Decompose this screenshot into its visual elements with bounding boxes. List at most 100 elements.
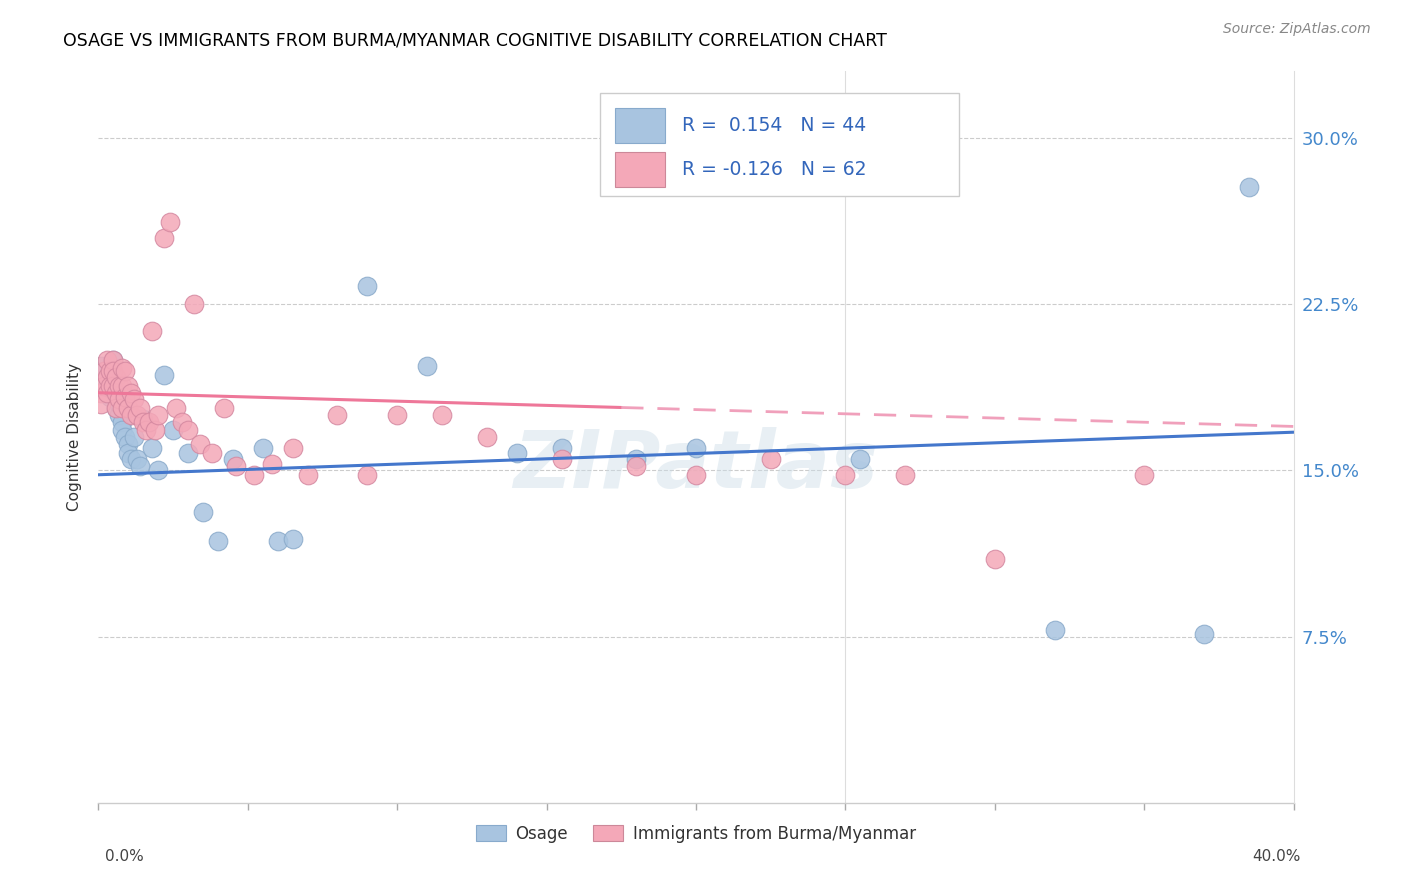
Point bbox=[183, 297, 205, 311]
Bar bbox=[614, 108, 665, 143]
Point bbox=[172, 415, 194, 429]
Point bbox=[111, 379, 134, 393]
Point bbox=[114, 363, 136, 377]
Point bbox=[141, 324, 163, 338]
Point bbox=[222, 452, 245, 467]
Point bbox=[243, 467, 266, 482]
Point bbox=[201, 445, 224, 459]
Point bbox=[103, 379, 125, 393]
Point bbox=[135, 424, 157, 438]
Point bbox=[1237, 179, 1260, 194]
Point bbox=[191, 505, 214, 519]
Point bbox=[138, 415, 160, 429]
Point bbox=[159, 215, 181, 229]
Point bbox=[506, 445, 529, 459]
Text: R = -0.126   N = 62: R = -0.126 N = 62 bbox=[682, 160, 866, 179]
Point bbox=[103, 352, 125, 367]
Point bbox=[111, 401, 134, 416]
Point bbox=[148, 463, 170, 477]
Point bbox=[165, 401, 187, 416]
Point bbox=[153, 230, 176, 244]
Point bbox=[117, 445, 139, 459]
Point bbox=[96, 379, 118, 393]
Point bbox=[105, 401, 128, 416]
Point bbox=[148, 408, 170, 422]
Point bbox=[252, 441, 274, 455]
Point bbox=[127, 452, 149, 467]
Point bbox=[225, 458, 247, 473]
Point bbox=[141, 441, 163, 455]
Point bbox=[90, 385, 112, 400]
Point bbox=[281, 532, 304, 546]
Point bbox=[162, 424, 184, 438]
Point bbox=[98, 379, 122, 393]
Point bbox=[105, 370, 128, 384]
Point bbox=[326, 408, 349, 422]
Point bbox=[103, 370, 125, 384]
Point bbox=[114, 390, 136, 404]
Point bbox=[849, 452, 872, 467]
Point bbox=[93, 363, 115, 377]
Point bbox=[281, 441, 304, 455]
Point bbox=[685, 441, 707, 455]
Point bbox=[114, 430, 136, 444]
Point bbox=[430, 408, 453, 422]
Point bbox=[260, 457, 283, 471]
Point bbox=[120, 408, 142, 422]
Point bbox=[188, 436, 211, 450]
Point bbox=[550, 441, 572, 455]
Point bbox=[108, 408, 131, 422]
Point bbox=[117, 436, 139, 450]
Point bbox=[120, 452, 142, 467]
Point bbox=[894, 467, 917, 482]
Point bbox=[117, 401, 139, 416]
Point bbox=[111, 424, 134, 438]
Point bbox=[93, 363, 115, 377]
Point bbox=[626, 458, 648, 473]
Point bbox=[108, 392, 131, 407]
Point bbox=[105, 385, 128, 400]
Point bbox=[212, 401, 235, 416]
Text: ZIPatlas: ZIPatlas bbox=[513, 427, 879, 506]
FancyBboxPatch shape bbox=[600, 94, 959, 195]
Point bbox=[834, 467, 856, 482]
Text: R =  0.154   N = 44: R = 0.154 N = 44 bbox=[682, 116, 866, 135]
Point bbox=[103, 352, 125, 367]
Point bbox=[1192, 627, 1215, 641]
Point bbox=[759, 452, 782, 467]
Point bbox=[356, 467, 378, 482]
Point bbox=[626, 452, 648, 467]
Point bbox=[103, 385, 125, 400]
Point bbox=[475, 430, 498, 444]
Point bbox=[111, 415, 134, 429]
Point bbox=[177, 424, 200, 438]
Point bbox=[90, 397, 112, 411]
Point bbox=[111, 361, 134, 376]
Point bbox=[96, 352, 118, 367]
Point bbox=[124, 430, 146, 444]
Point bbox=[117, 379, 139, 393]
Point bbox=[416, 359, 439, 373]
Point bbox=[96, 370, 118, 384]
Point bbox=[93, 379, 115, 393]
Point bbox=[124, 392, 146, 407]
Point bbox=[550, 452, 572, 467]
Point bbox=[108, 397, 131, 411]
Point bbox=[984, 552, 1007, 566]
Point bbox=[96, 385, 118, 400]
Point bbox=[177, 445, 200, 459]
Bar bbox=[614, 152, 665, 187]
Point bbox=[1133, 467, 1156, 482]
Point bbox=[132, 412, 155, 426]
Point bbox=[297, 467, 319, 482]
Point bbox=[98, 363, 122, 377]
Legend: Osage, Immigrants from Burma/Myanmar: Osage, Immigrants from Burma/Myanmar bbox=[470, 818, 922, 849]
Point bbox=[129, 401, 152, 416]
Point bbox=[98, 390, 122, 404]
Point bbox=[132, 415, 155, 429]
Point bbox=[98, 384, 122, 398]
Point bbox=[1043, 623, 1066, 637]
Text: Source: ZipAtlas.com: Source: ZipAtlas.com bbox=[1223, 22, 1371, 37]
Point bbox=[127, 408, 149, 422]
Point bbox=[90, 359, 112, 373]
